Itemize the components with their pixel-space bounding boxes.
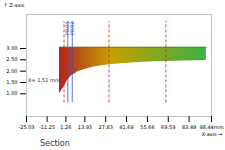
svg-text:41.69: 41.69 bbox=[119, 124, 133, 130]
svg-text:1.50: 1.50 bbox=[6, 79, 17, 85]
svg-text:98.44mm: 98.44mm bbox=[199, 124, 223, 130]
svg-text:2.00: 2.00 bbox=[6, 68, 17, 74]
svg-text:27.83: 27.83 bbox=[99, 124, 113, 130]
svg-text:69.59: 69.59 bbox=[161, 124, 175, 130]
svg-text:1.26: 1.26 bbox=[60, 124, 71, 130]
svg-text:3.00: 3.00 bbox=[6, 45, 17, 51]
svg-text:83.49: 83.49 bbox=[182, 124, 196, 130]
svg-text:X-axis →: X-axis → bbox=[202, 131, 223, 137]
svg-text:↑ Z-axis: ↑ Z-axis bbox=[4, 2, 25, 8]
svg-text:1.00: 1.00 bbox=[6, 90, 17, 96]
svg-text:2.50: 2.50 bbox=[6, 56, 17, 62]
html-text:Section: Section bbox=[40, 139, 70, 148]
svg-text:PRO1: PRO1 bbox=[64, 21, 71, 35]
svg-text:PRO2: PRO2 bbox=[69, 21, 75, 35]
svg-text:-25.03: -25.03 bbox=[18, 124, 34, 130]
svg-text:-11.25: -11.25 bbox=[39, 124, 55, 130]
svg-text:55.66: 55.66 bbox=[140, 124, 154, 130]
svg-text:X= 1.51 m/s: X= 1.51 m/s bbox=[28, 77, 59, 83]
svg-text:13.93: 13.93 bbox=[78, 124, 92, 130]
